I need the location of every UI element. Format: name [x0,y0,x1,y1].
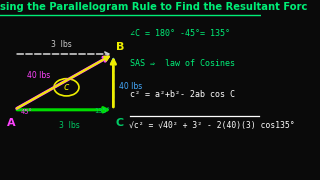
Text: C: C [116,118,124,128]
Text: A: A [6,118,15,128]
Text: c² = a²+b²- 2ab cos C: c² = a²+b²- 2ab cos C [130,90,235,99]
Text: B: B [116,42,124,52]
Text: 3  lbs: 3 lbs [51,40,72,49]
Text: sing the Parallelogram Rule to Find the Resultant Forc: sing the Parallelogram Rule to Find the … [0,2,308,12]
Text: √c² = √40² + 3² - 2(40)(3) cos135°: √c² = √40² + 3² - 2(40)(3) cos135° [129,121,295,130]
Text: SAS ⇒  law of Cosines: SAS ⇒ law of Cosines [130,59,235,68]
Text: 3  lbs: 3 lbs [59,121,79,130]
Text: c: c [64,82,69,92]
Text: 45°: 45° [21,109,33,115]
Text: 40 lbs: 40 lbs [119,82,142,91]
Text: 135°: 135° [95,108,110,114]
Text: 40 lbs: 40 lbs [28,71,51,80]
Text: ∠C = 180° -45°= 135°: ∠C = 180° -45°= 135° [130,29,230,38]
